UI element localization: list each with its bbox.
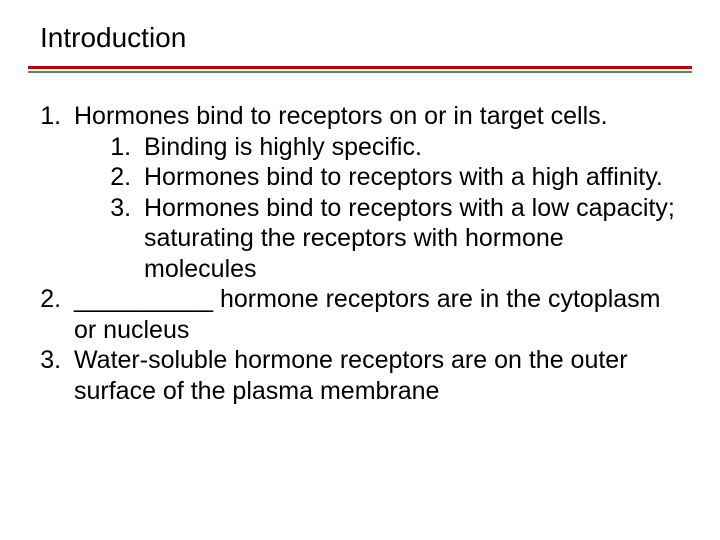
list-item-text: Hormones bind to receptors with a high a… [144,163,663,191]
title-divider [28,66,692,73]
list-item: Hormones bind to receptors with a low ca… [138,193,682,285]
list-item-text: Binding is highly specific. [144,133,422,161]
slide: Introduction Hormones bind to receptors … [0,0,720,540]
list-item-text: Hormones bind to receptors on or in targ… [74,102,608,130]
outline-sublist: Binding is highly specific. Hormones bin… [138,132,682,285]
slide-title: Introduction [28,22,692,64]
list-item: Water-soluble hormone receptors are on t… [68,345,682,406]
divider-line-red [28,66,692,69]
list-item: __________ hormone receptors are in the … [68,284,682,345]
list-item-text: Hormones bind to receptors with a low ca… [144,194,675,283]
slide-content: Hormones bind to receptors on or in targ… [28,101,692,406]
list-item-text: __________ hormone receptors are in the … [74,285,660,344]
divider-line-green [28,71,692,73]
outline-list: Hormones bind to receptors on or in targ… [68,101,682,406]
list-item-text: Water-soluble hormone receptors are on t… [74,346,628,405]
list-item: Hormones bind to receptors with a high a… [138,162,682,193]
list-item: Hormones bind to receptors on or in targ… [68,101,682,284]
list-item: Binding is highly specific. [138,132,682,163]
